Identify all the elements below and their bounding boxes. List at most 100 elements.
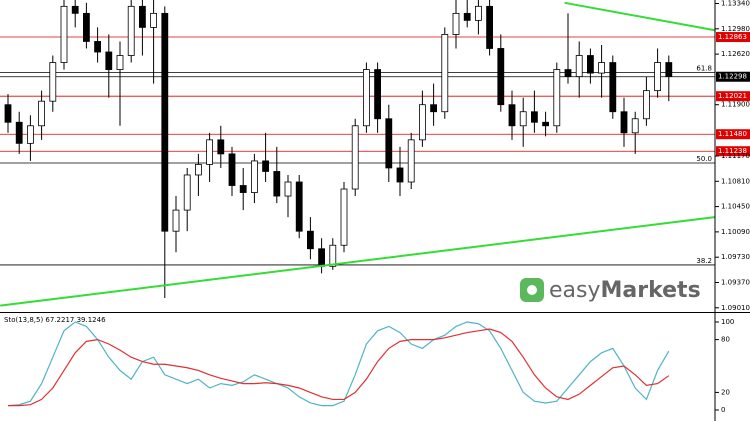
candle-body bbox=[194, 164, 202, 176]
candle-body bbox=[519, 111, 527, 127]
candle-body bbox=[474, 5, 482, 21]
candle-body bbox=[206, 139, 214, 165]
candle-body bbox=[284, 181, 292, 197]
y-tick-label: 1.10450 bbox=[721, 203, 750, 211]
candle-body bbox=[49, 62, 57, 102]
candle-body bbox=[385, 118, 393, 169]
y-tick-label: 1.09730 bbox=[721, 253, 750, 261]
fib-label: 38.2 bbox=[696, 257, 712, 265]
y-tick-label: 20 bbox=[721, 388, 730, 396]
candle-body bbox=[116, 55, 124, 70]
candle-body bbox=[295, 181, 303, 232]
y-tick-label: 1.11900 bbox=[721, 101, 750, 109]
candle-body bbox=[351, 125, 359, 190]
candle-body bbox=[318, 248, 326, 267]
trendline bbox=[564, 1, 715, 32]
candle-body bbox=[665, 62, 673, 77]
candle-body bbox=[564, 69, 572, 77]
candle-body bbox=[250, 160, 258, 193]
candle-body bbox=[542, 121, 549, 127]
logo: easyMarkets bbox=[520, 278, 701, 303]
candle-body bbox=[105, 51, 113, 70]
candle-body bbox=[60, 5, 68, 63]
candle-body bbox=[508, 104, 516, 127]
candle-body bbox=[329, 244, 337, 267]
logo-text: easyMarkets bbox=[549, 278, 701, 303]
candle-body bbox=[486, 5, 494, 49]
candle-body bbox=[239, 185, 247, 193]
candle-body bbox=[452, 12, 460, 35]
candle-body bbox=[83, 12, 90, 42]
fib-label: 50.0 bbox=[696, 155, 712, 163]
stochastic-label: Sto(13,8,5) 67.2217 39.1246 bbox=[4, 316, 106, 324]
y-tick-label: 1.12620 bbox=[721, 50, 750, 58]
level-box bbox=[716, 91, 750, 102]
candle-body bbox=[609, 62, 617, 113]
y-tick-label: 100 bbox=[721, 318, 734, 326]
candle-body bbox=[430, 104, 438, 113]
y-tick-label: 1.09370 bbox=[721, 278, 750, 286]
level-box bbox=[716, 32, 750, 43]
stochastic-line bbox=[8, 328, 670, 407]
logo-bold: Markets bbox=[601, 278, 701, 303]
candle-body bbox=[553, 69, 561, 127]
level-box bbox=[716, 146, 750, 157]
stochastic-plot bbox=[7, 321, 670, 407]
candle-body bbox=[306, 230, 314, 250]
level-box bbox=[716, 71, 750, 82]
price-overlay: 61.8 50.0 38.2 1.12863 1.12298 1.12021 1.11480… bbox=[520, 32, 750, 303]
candle-body bbox=[463, 12, 471, 21]
candle-body bbox=[138, 5, 146, 28]
candle-body bbox=[441, 34, 449, 113]
level-label: 1.11480 bbox=[718, 130, 747, 138]
trendline bbox=[0, 216, 715, 307]
candle-body bbox=[407, 139, 415, 183]
candle-body bbox=[38, 100, 45, 127]
candle-body bbox=[262, 160, 270, 172]
candle-body bbox=[418, 104, 426, 141]
candle-body bbox=[150, 12, 158, 28]
candle-body bbox=[228, 153, 236, 186]
candle-body bbox=[497, 48, 505, 106]
logo-icon-dot bbox=[527, 285, 537, 295]
level-label: 1.12863 bbox=[718, 33, 747, 41]
level-box bbox=[716, 129, 750, 140]
level-label: 1.12298 bbox=[718, 73, 747, 81]
y-tick-label: 1.10810 bbox=[721, 177, 750, 185]
y-tick-label: 1.10090 bbox=[721, 228, 750, 236]
candle-body bbox=[396, 167, 404, 183]
level-label: 1.12021 bbox=[718, 92, 747, 100]
candle-body bbox=[161, 12, 169, 232]
candle-body bbox=[631, 118, 639, 134]
candle-body bbox=[71, 5, 79, 14]
candle-body bbox=[362, 69, 370, 127]
candle-body bbox=[183, 174, 191, 211]
price-plot bbox=[0, 0, 715, 307]
level-label: 1.11238 bbox=[718, 147, 747, 155]
candle-body bbox=[273, 171, 281, 197]
y-tick-label: 1.12980 bbox=[721, 25, 750, 33]
y-tick-label: 1.13340 bbox=[721, 0, 750, 8]
logo-light: easy bbox=[549, 278, 601, 303]
candle-body bbox=[620, 111, 628, 134]
candle-body bbox=[15, 121, 23, 144]
candle-body bbox=[217, 139, 225, 155]
candle-body bbox=[598, 62, 605, 74]
candle-body bbox=[374, 69, 382, 120]
candle-body bbox=[340, 188, 348, 246]
y-tick-label: 1.09010 bbox=[721, 304, 750, 312]
stochastic-line bbox=[7, 321, 670, 407]
candle-body bbox=[654, 62, 661, 92]
candle-body bbox=[94, 41, 101, 53]
candle-body bbox=[575, 55, 583, 77]
fib-label: 61.8 bbox=[696, 64, 712, 72]
y-tick-label: 1.11170 bbox=[721, 152, 750, 160]
candle-body bbox=[643, 90, 650, 120]
candle-body bbox=[587, 55, 594, 74]
candle-body bbox=[4, 104, 12, 123]
y-tick-label: 80 bbox=[721, 336, 730, 344]
y-tick-label: 0 bbox=[721, 406, 725, 414]
